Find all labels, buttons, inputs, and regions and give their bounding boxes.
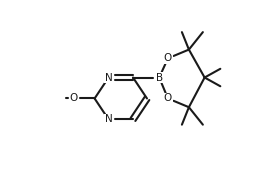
Text: B: B [156,73,163,83]
Text: O: O [69,93,78,103]
Text: O: O [164,53,172,63]
Text: N: N [105,114,113,124]
Text: O: O [164,93,172,103]
Text: N: N [105,73,113,83]
